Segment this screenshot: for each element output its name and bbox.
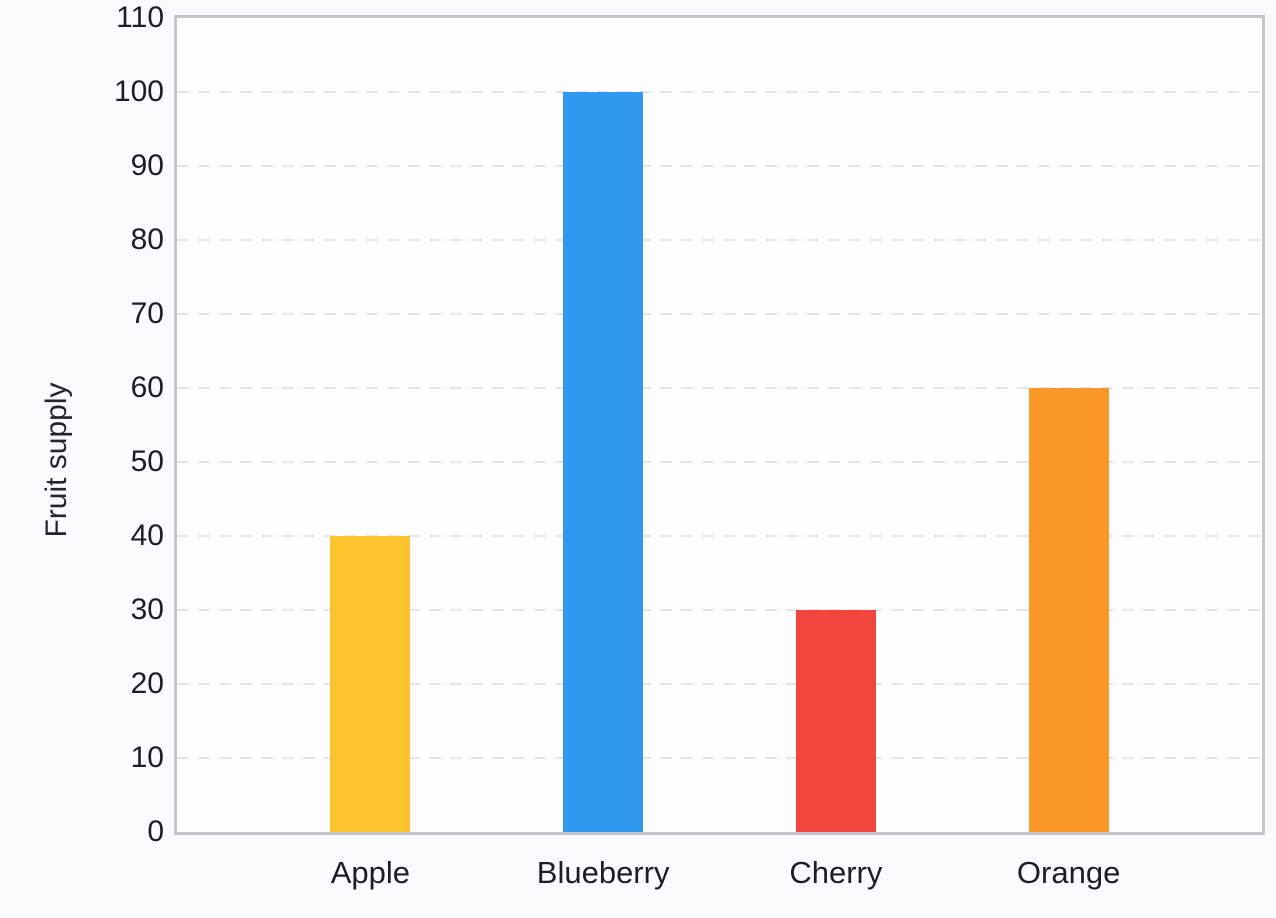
bar-blueberry [563,92,644,832]
y-tick-label-90: 90 [130,149,164,182]
y-tick-label-40: 40 [130,519,164,552]
gridline-90 [177,165,1262,167]
x-tick-label-orange: Orange [1016,855,1121,890]
y-tick-label-0: 0 [147,815,164,848]
gridline-100 [177,91,1262,93]
y-tick-label-110: 110 [116,1,164,34]
gridline-40 [177,535,1262,537]
gridline-70 [177,313,1262,315]
y-tick-label-100: 100 [113,75,164,108]
gridline-30 [177,609,1262,611]
gridline-60 [177,387,1262,389]
y-tick-label-60: 60 [130,371,164,404]
gridline-10 [177,757,1262,759]
x-tick-label-blueberry: Blueberry [536,855,670,890]
plot-area [174,15,1265,835]
y-tick-label-30: 30 [130,593,164,626]
bar-orange [1028,388,1109,832]
bar-apple [330,536,411,832]
y-tick-label-80: 80 [130,223,164,256]
x-tick-label-cherry: Cherry [789,855,883,890]
y-tick-label-70: 70 [130,297,164,330]
gridline-80 [177,239,1262,241]
y-tick-label-10: 10 [130,741,164,774]
gridline-50 [177,461,1262,463]
y-tick-label-50: 50 [130,445,164,478]
x-tick-label-apple: Apple [330,855,411,890]
gridline-20 [177,683,1262,685]
y-tick-label-20: 20 [130,667,164,700]
bar-cherry [795,610,876,832]
